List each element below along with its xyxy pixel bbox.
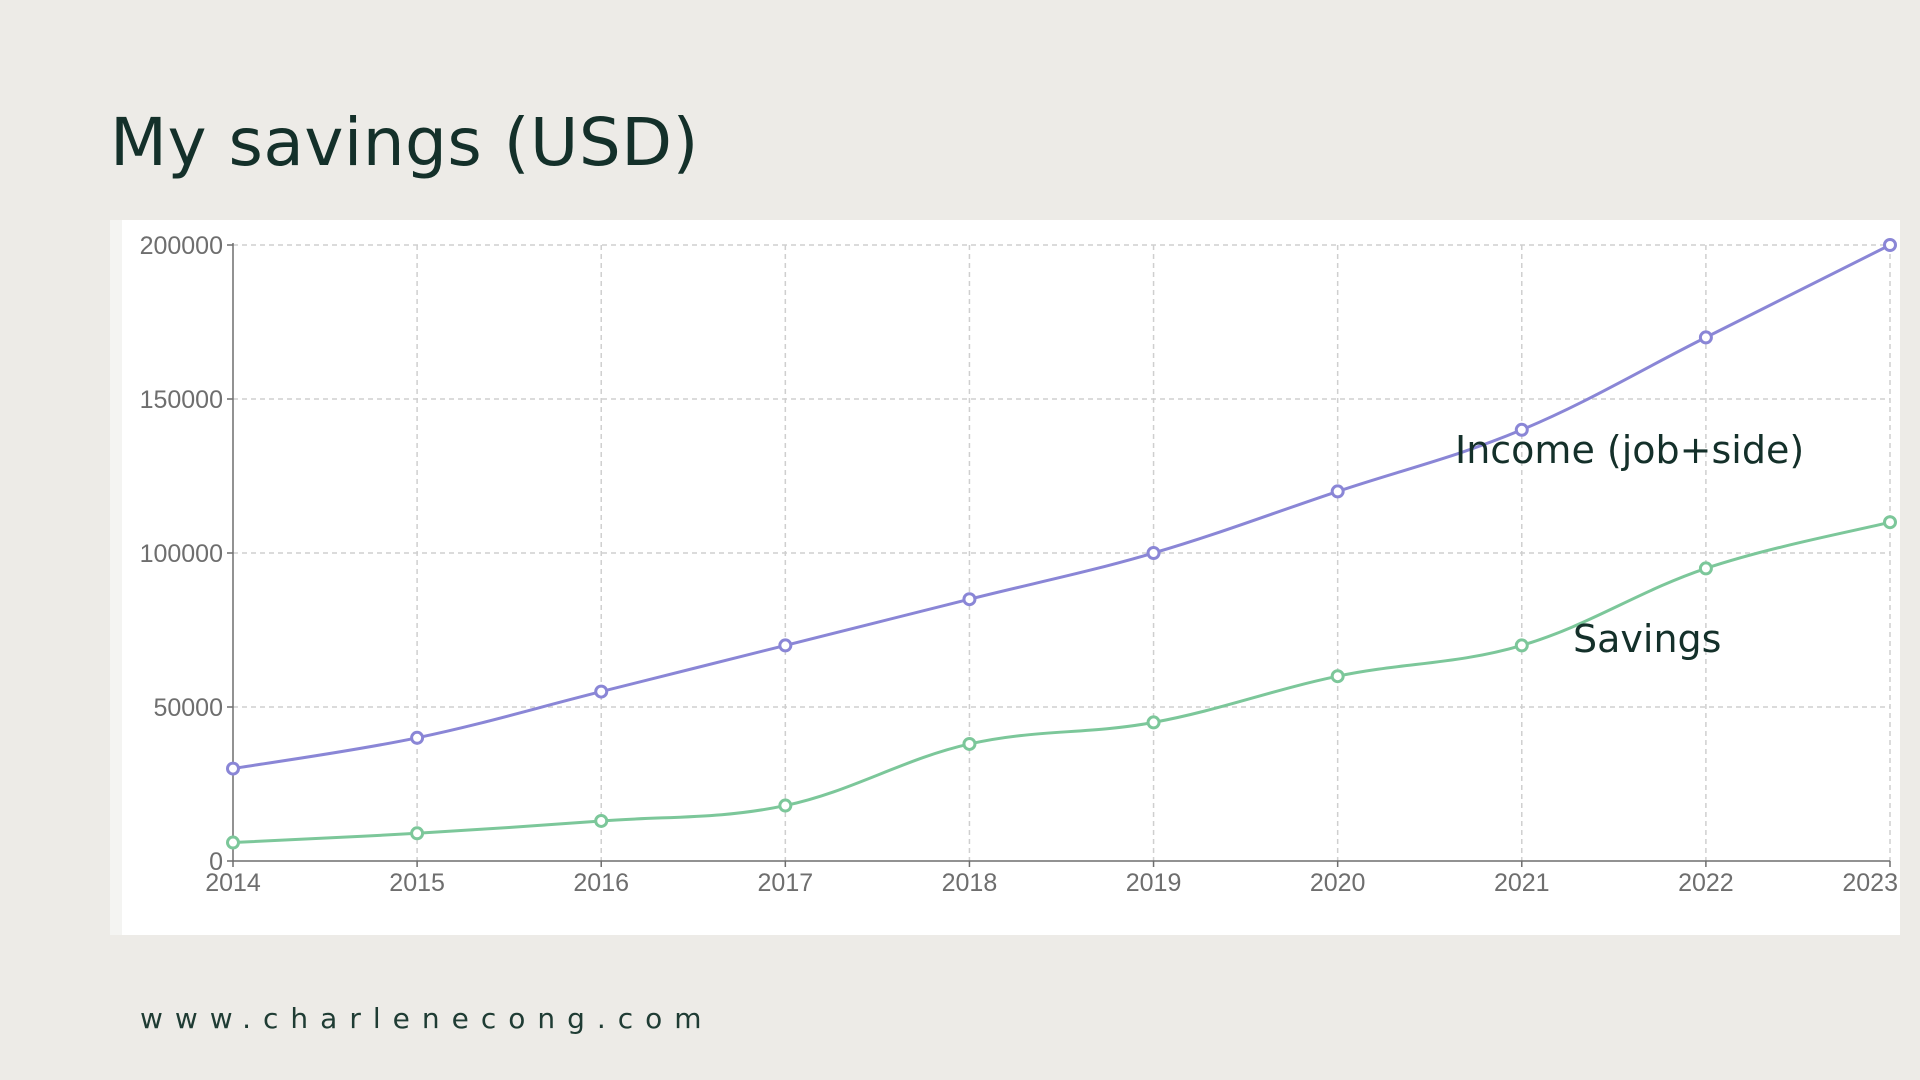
y-tick-label: 150000 bbox=[140, 386, 223, 414]
savings-data-point bbox=[1514, 638, 1529, 653]
savings-data-point bbox=[1146, 715, 1161, 730]
income-data-point bbox=[594, 684, 609, 699]
y-tick-label: 0 bbox=[209, 848, 223, 876]
income-data-point bbox=[1330, 484, 1345, 499]
income-data-point bbox=[1146, 546, 1161, 560]
line-chart: 0 50000 100000 150000 200000 2014 2015 2016 2017… bbox=[140, 232, 1898, 897]
x-tick-label: 2020 bbox=[1310, 869, 1366, 897]
y-tick-label: 200000 bbox=[140, 232, 223, 260]
page-title: My savings (USD) bbox=[110, 104, 699, 181]
chart-card: 0 50000 100000 150000 200000 2014 2015 2016 2017… bbox=[110, 220, 1900, 935]
income-series-label: Income (job+side) bbox=[1455, 428, 1804, 472]
x-tick-label: 2018 bbox=[942, 869, 998, 897]
savings-data-point bbox=[594, 813, 609, 828]
income-data-point bbox=[1698, 330, 1713, 345]
savings-series-label: Savings bbox=[1573, 617, 1721, 661]
chart-card-edge bbox=[110, 220, 122, 935]
savings-data-point bbox=[778, 798, 793, 813]
website-footer: www.charlenecong.com bbox=[140, 1002, 714, 1035]
x-tick-label: 2017 bbox=[758, 869, 814, 897]
x-tick-label: 2022 bbox=[1678, 869, 1734, 897]
x-tick-label: 2016 bbox=[573, 869, 629, 897]
x-tick-label: 2015 bbox=[389, 869, 445, 897]
x-tick-label: 2021 bbox=[1494, 869, 1550, 897]
x-tick-label: 2019 bbox=[1126, 869, 1182, 897]
savings-data-point bbox=[1698, 561, 1713, 576]
savings-series-line bbox=[232, 520, 1891, 845]
income-data-point bbox=[778, 638, 793, 653]
savings-data-point bbox=[1883, 515, 1897, 530]
income-data-point bbox=[1514, 422, 1529, 437]
income-data-point bbox=[226, 761, 240, 776]
income-data-point bbox=[1883, 238, 1897, 252]
savings-data-point bbox=[962, 736, 977, 751]
income-data-point bbox=[410, 730, 425, 745]
savings-data-point bbox=[226, 835, 240, 850]
y-tick-label: 100000 bbox=[140, 540, 223, 568]
savings-data-point bbox=[410, 826, 425, 841]
income-series-line bbox=[232, 243, 1891, 771]
income-data-point bbox=[962, 592, 977, 607]
x-tick-label: 2023 bbox=[1842, 869, 1898, 897]
y-tick-label: 50000 bbox=[153, 694, 223, 722]
savings-data-point bbox=[1330, 669, 1345, 684]
x-tick-label: 2014 bbox=[205, 869, 261, 897]
